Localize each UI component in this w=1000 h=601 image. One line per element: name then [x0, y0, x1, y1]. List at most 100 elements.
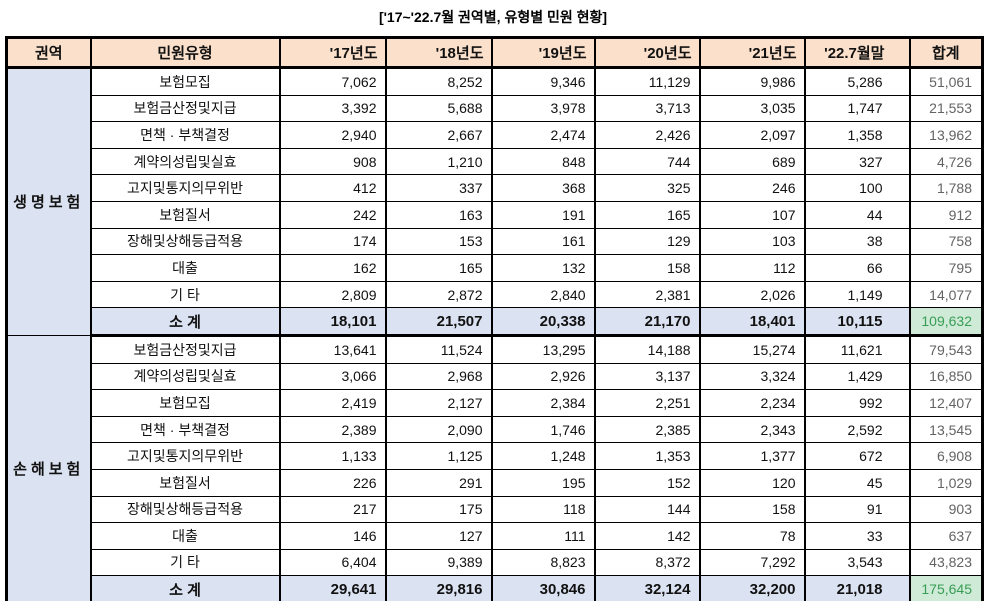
table-row: 기 타 6,404 9,389 8,823 8,372 7,292 3,543 43,823 — [7, 548, 984, 577]
value-cell: 3,035 — [698, 94, 806, 123]
total-cell: 4,726 — [908, 147, 984, 176]
table-row: 고지및통지의무위반 412 337 368 325 246 100 1,788 — [7, 174, 984, 202]
value-cell: 20,338 — [490, 307, 596, 337]
value-cell: 217 — [278, 495, 387, 524]
value-cell: 195 — [490, 468, 596, 497]
value-cell: 1,353 — [593, 442, 701, 470]
value-cell: 1,133 — [278, 442, 387, 470]
value-cell: 2,381 — [593, 280, 701, 309]
value-cell: 3,137 — [593, 362, 701, 391]
value-cell: 142 — [593, 522, 701, 550]
value-cell: 2,474 — [490, 121, 596, 149]
total-cell: 79,543 — [908, 334, 984, 364]
value-cell: 3,324 — [698, 362, 806, 391]
value-cell: 2,872 — [384, 280, 493, 309]
value-cell: 689 — [698, 147, 806, 176]
table-row: 대출 162 165 132 158 112 66 795 — [7, 254, 984, 282]
value-cell: 107 — [698, 200, 806, 229]
complaint-type-cell: 보험질서 — [89, 468, 281, 497]
value-cell: 91 — [803, 495, 911, 524]
value-cell: 412 — [278, 174, 387, 202]
value-cell: 2,234 — [698, 389, 806, 417]
value-cell: 165 — [384, 254, 493, 282]
table-row: 장해및상해등급적용 217 175 118 144 158 91 903 — [7, 495, 984, 524]
value-cell: 165 — [593, 200, 701, 229]
value-cell: 2,343 — [698, 415, 806, 444]
value-cell: 5,286 — [803, 67, 911, 96]
value-cell: 2,809 — [278, 280, 387, 309]
value-cell: 2,090 — [384, 415, 493, 444]
value-cell: 18,101 — [278, 307, 387, 337]
value-cell: 2,026 — [698, 280, 806, 309]
value-cell: 32,124 — [593, 575, 701, 601]
complaint-type-cell: 보험모집 — [89, 67, 281, 96]
total-cell: 637 — [908, 522, 984, 550]
value-cell: 1,377 — [698, 442, 806, 470]
subtotal-total-cell: 175,645 — [908, 575, 984, 601]
value-cell: 8,372 — [593, 548, 701, 577]
header-total: 합계 — [908, 36, 984, 69]
value-cell: 291 — [384, 468, 493, 497]
value-cell: 1,747 — [803, 94, 911, 123]
value-cell: 11,524 — [384, 334, 493, 364]
value-cell: 13,641 — [278, 334, 387, 364]
table-row: 보험금산정및지급 3,392 5,688 3,978 3,713 3,035 1,747 21… — [7, 94, 984, 123]
total-cell: 16,850 — [908, 362, 984, 391]
total-cell: 12,407 — [908, 389, 984, 417]
value-cell: 191 — [490, 200, 596, 229]
value-cell: 118 — [490, 495, 596, 524]
region-cell: 손해보험 — [5, 334, 92, 601]
value-cell: 242 — [278, 200, 387, 229]
value-cell: 908 — [278, 147, 387, 176]
value-cell: 120 — [698, 468, 806, 497]
complaint-type-cell: 기 타 — [89, 548, 281, 577]
value-cell: 325 — [593, 174, 701, 202]
value-cell: 163 — [384, 200, 493, 229]
total-cell: 13,545 — [908, 415, 984, 444]
value-cell: 15,274 — [698, 334, 806, 364]
value-cell: 21,170 — [593, 307, 701, 337]
value-cell: 44 — [803, 200, 911, 229]
value-cell: 1,210 — [384, 147, 493, 176]
value-cell: 2,419 — [278, 389, 387, 417]
value-cell: 1,746 — [490, 415, 596, 444]
table-row: 보험모집 2,419 2,127 2,384 2,251 2,234 992 12,407 — [7, 389, 984, 417]
value-cell: 2,251 — [593, 389, 701, 417]
complaint-type-cell: 면책 · 부책결정 — [89, 415, 281, 444]
complaint-type-cell: 계약의성립및실효 — [89, 362, 281, 391]
value-cell: 100 — [803, 174, 911, 202]
total-cell: 903 — [908, 495, 984, 524]
value-cell: 2,940 — [278, 121, 387, 149]
value-cell: 3,978 — [490, 94, 596, 123]
value-cell: 672 — [803, 442, 911, 470]
total-cell: 758 — [908, 227, 984, 256]
value-cell: 744 — [593, 147, 701, 176]
table-row: 기 타 2,809 2,872 2,840 2,381 2,026 1,149 14,077 — [7, 280, 984, 309]
value-cell: 45 — [803, 468, 911, 497]
complaint-type-cell: 기 타 — [89, 280, 281, 309]
header-year-2017: '17년도 — [278, 36, 387, 69]
value-cell: 29,641 — [278, 575, 387, 601]
value-cell: 2,097 — [698, 121, 806, 149]
value-cell: 78 — [698, 522, 806, 550]
total-cell: 1,029 — [908, 468, 984, 497]
value-cell: 111 — [490, 522, 596, 550]
value-cell: 2,384 — [490, 389, 596, 417]
table-row: 장해및상해등급적용 174 153 161 129 103 38 758 — [7, 227, 984, 256]
value-cell: 2,840 — [490, 280, 596, 309]
value-cell: 9,389 — [384, 548, 493, 577]
value-cell: 9,986 — [698, 67, 806, 96]
value-cell: 29,816 — [384, 575, 493, 601]
value-cell: 132 — [490, 254, 596, 282]
value-cell: 161 — [490, 227, 596, 256]
total-cell: 43,823 — [908, 548, 984, 577]
value-cell: 38 — [803, 227, 911, 256]
value-cell: 3,713 — [593, 94, 701, 123]
table-title: ['17~'22.7월 권역별, 유형별 민원 현황] — [378, 9, 608, 25]
value-cell: 2,667 — [384, 121, 493, 149]
value-cell: 8,823 — [490, 548, 596, 577]
total-cell: 6,908 — [908, 442, 984, 470]
header-year-2020: '20년도 — [593, 36, 701, 69]
value-cell: 2,592 — [803, 415, 911, 444]
